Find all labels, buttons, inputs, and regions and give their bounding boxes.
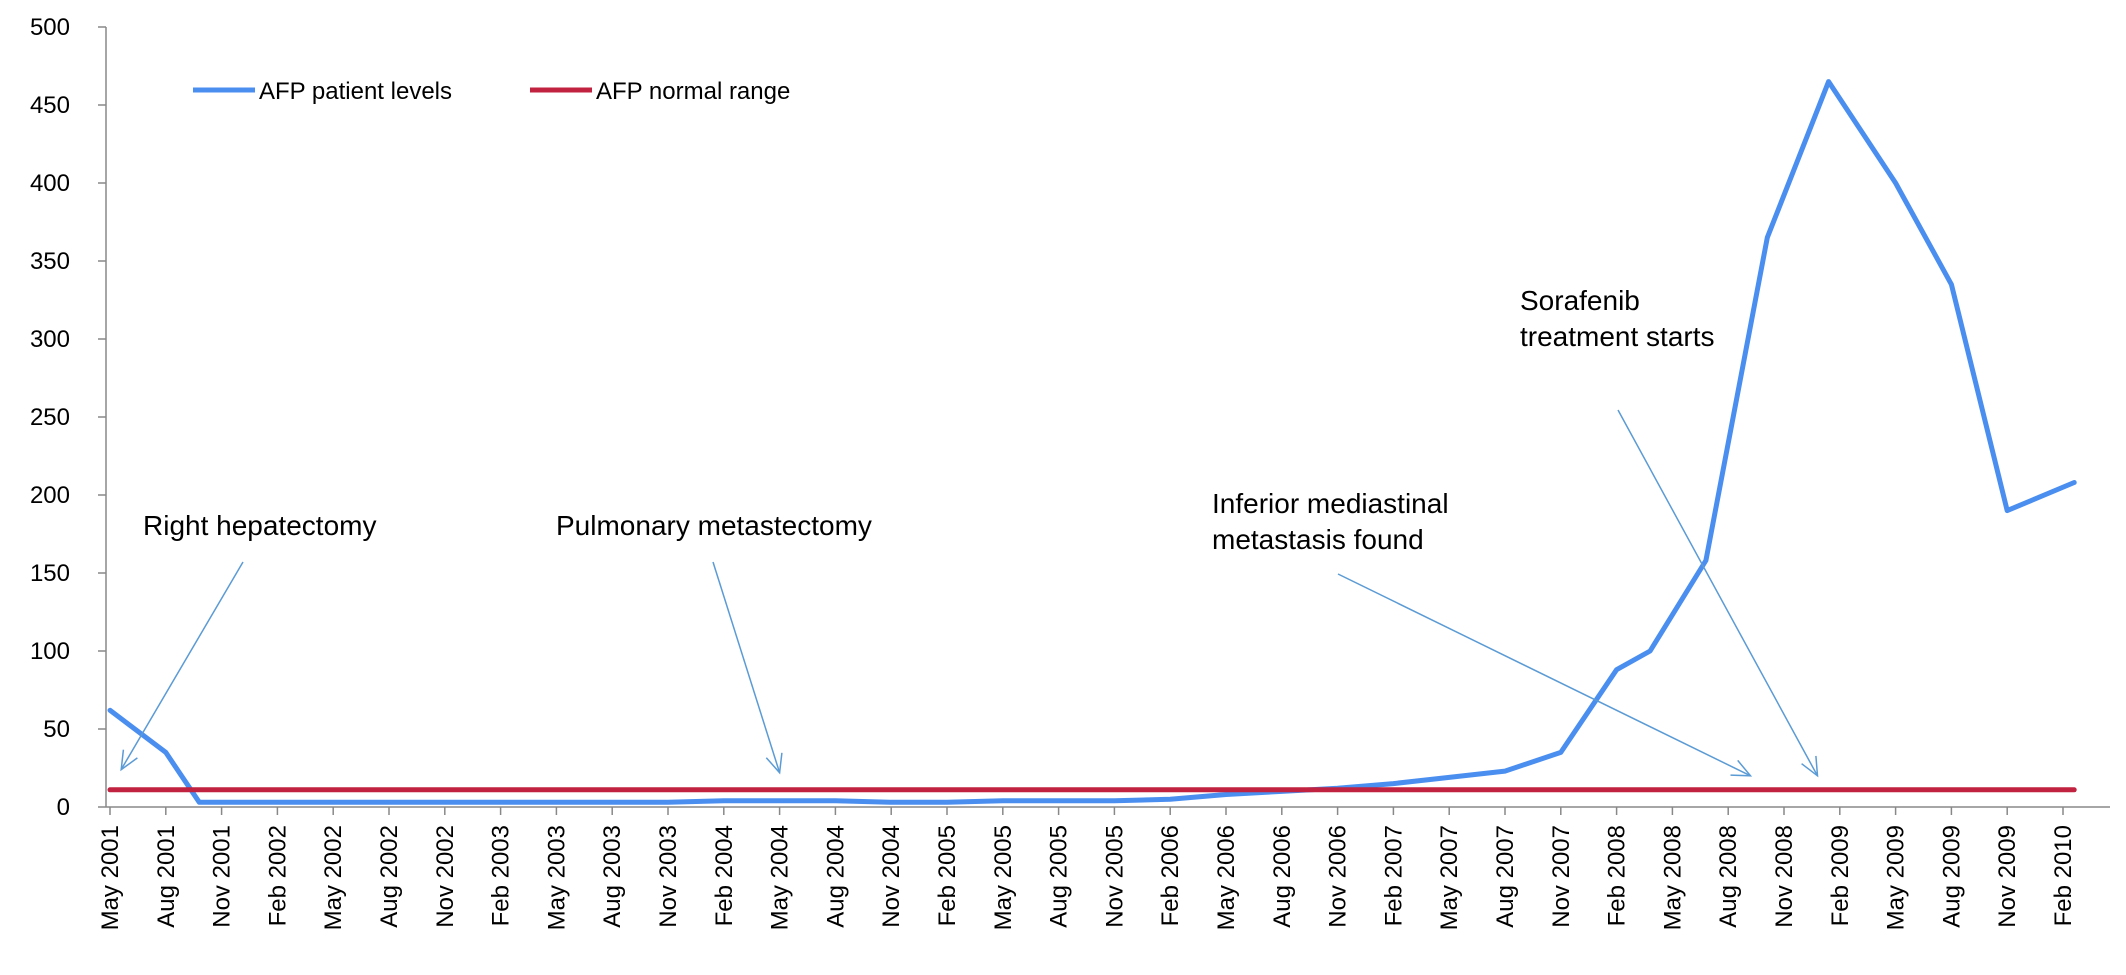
y-tick-label: 100: [30, 638, 70, 665]
annotation-line: Inferior mediastinal: [1212, 488, 1449, 519]
annotation-arrow-shaft: [120, 561, 244, 770]
x-tick-label: Nov 2008: [1771, 825, 1798, 928]
x-tick-label: May 2001: [97, 825, 124, 930]
x-tick-label: Aug 2001: [153, 825, 180, 928]
series-lines: [107, 79, 2077, 805]
y-tick-label: 250: [30, 404, 70, 431]
x-tick-label: May 2004: [767, 825, 794, 930]
annotation-arrow-shaft: [712, 561, 781, 773]
x-tick-label: May 2007: [1436, 825, 1463, 930]
legend-label: AFP normal range: [596, 78, 790, 105]
x-tick-label: Feb 2010: [2050, 825, 2077, 926]
x-tick-label: Aug 2009: [1938, 825, 1965, 928]
x-tick-label: May 2002: [320, 825, 347, 930]
annotation-label: Right hepatectomy: [143, 510, 376, 541]
x-tick-label: Feb 2004: [711, 825, 738, 926]
x-tick-label: Feb 2003: [488, 825, 515, 926]
x-tick-label: Nov 2006: [1325, 825, 1352, 928]
x-tick-label: Feb 2005: [934, 825, 961, 926]
x-tick-label: Aug 2004: [822, 825, 849, 928]
y-tick-label: 300: [30, 326, 70, 353]
annotation-arrow-shaft: [1617, 409, 1819, 777]
annotation-line: metastasis found: [1212, 524, 1424, 555]
x-axis-ticks: May 2001 Aug 2001 Nov 2001 Feb 2002 May 2002…: [97, 825, 2077, 930]
x-tick-label: Nov 2001: [209, 825, 236, 928]
y-axis-ticks: 0 50 100 150 200 250 300 350 400 450 500: [30, 14, 70, 821]
y-tick-label: 450: [30, 92, 70, 119]
annotation-arrow-head: [765, 752, 783, 775]
x-tick-label: Aug 2006: [1269, 825, 1296, 928]
axes: [98, 26, 2110, 815]
x-tick-label: Aug 2007: [1492, 825, 1519, 928]
annotation-line: Right hepatectomy: [143, 510, 376, 541]
legend-label: AFP patient levels: [259, 78, 452, 105]
annotation-label: Pulmonary metastectomy: [556, 510, 872, 541]
x-tick-label: May 2008: [1659, 825, 1686, 930]
x-tick-label: May 2009: [1883, 825, 1910, 930]
x-tick-label: Feb 2007: [1380, 825, 1407, 926]
y-tick-label: 50: [43, 716, 70, 743]
x-tick-label: Feb 2008: [1604, 825, 1631, 926]
annotation-line: Sorafenib: [1520, 285, 1640, 316]
x-tick-label: Feb 2006: [1157, 825, 1184, 926]
x-tick-label: Nov 2004: [878, 825, 905, 928]
y-tick-label: 350: [30, 248, 70, 275]
annotation-arrow-head: [120, 749, 138, 772]
x-tick-label: Nov 2009: [1994, 825, 2021, 928]
x-tick-label: Nov 2002: [432, 825, 459, 928]
x-tick-label: May 2006: [1213, 825, 1240, 930]
x-tick-label: May 2005: [990, 825, 1017, 930]
annotation-arrow-shaft: [1337, 573, 1751, 777]
annotation-label: Inferior mediastinal metastasis found: [1212, 488, 1449, 555]
x-tick-label: Aug 2002: [376, 825, 403, 928]
annotation-line: treatment starts: [1520, 321, 1715, 352]
x-tick-label: Aug 2008: [1715, 825, 1742, 928]
annotation-label: Sorafenib treatment starts: [1520, 285, 1715, 352]
x-tick-label: Aug 2003: [599, 825, 626, 928]
annotation-arrow-head: [1730, 759, 1753, 777]
legend: AFP patient levels AFP normal range: [193, 78, 790, 105]
annotation-line: Pulmonary metastectomy: [556, 510, 872, 541]
y-tick-label: 400: [30, 170, 70, 197]
x-tick-label: Aug 2005: [1046, 825, 1073, 928]
y-tick-label: 200: [30, 482, 70, 509]
x-tick-label: Nov 2007: [1548, 825, 1575, 928]
x-tick-label: Nov 2003: [655, 825, 682, 928]
annotation-arrow-head: [1801, 755, 1819, 778]
annotations: Right hepatectomy Pulmonary metastectomy I…: [120, 285, 1819, 778]
x-tick-label: May 2003: [543, 825, 570, 930]
afp-patient-levels-line: [107, 79, 2077, 805]
x-tick-label: Nov 2005: [1101, 825, 1128, 928]
y-tick-label: 150: [30, 560, 70, 587]
y-tick-label: 500: [30, 14, 70, 41]
x-tick-label: Feb 2002: [264, 825, 291, 926]
y-tick-label: 0: [57, 794, 70, 821]
x-tick-label: Feb 2009: [1827, 825, 1854, 926]
